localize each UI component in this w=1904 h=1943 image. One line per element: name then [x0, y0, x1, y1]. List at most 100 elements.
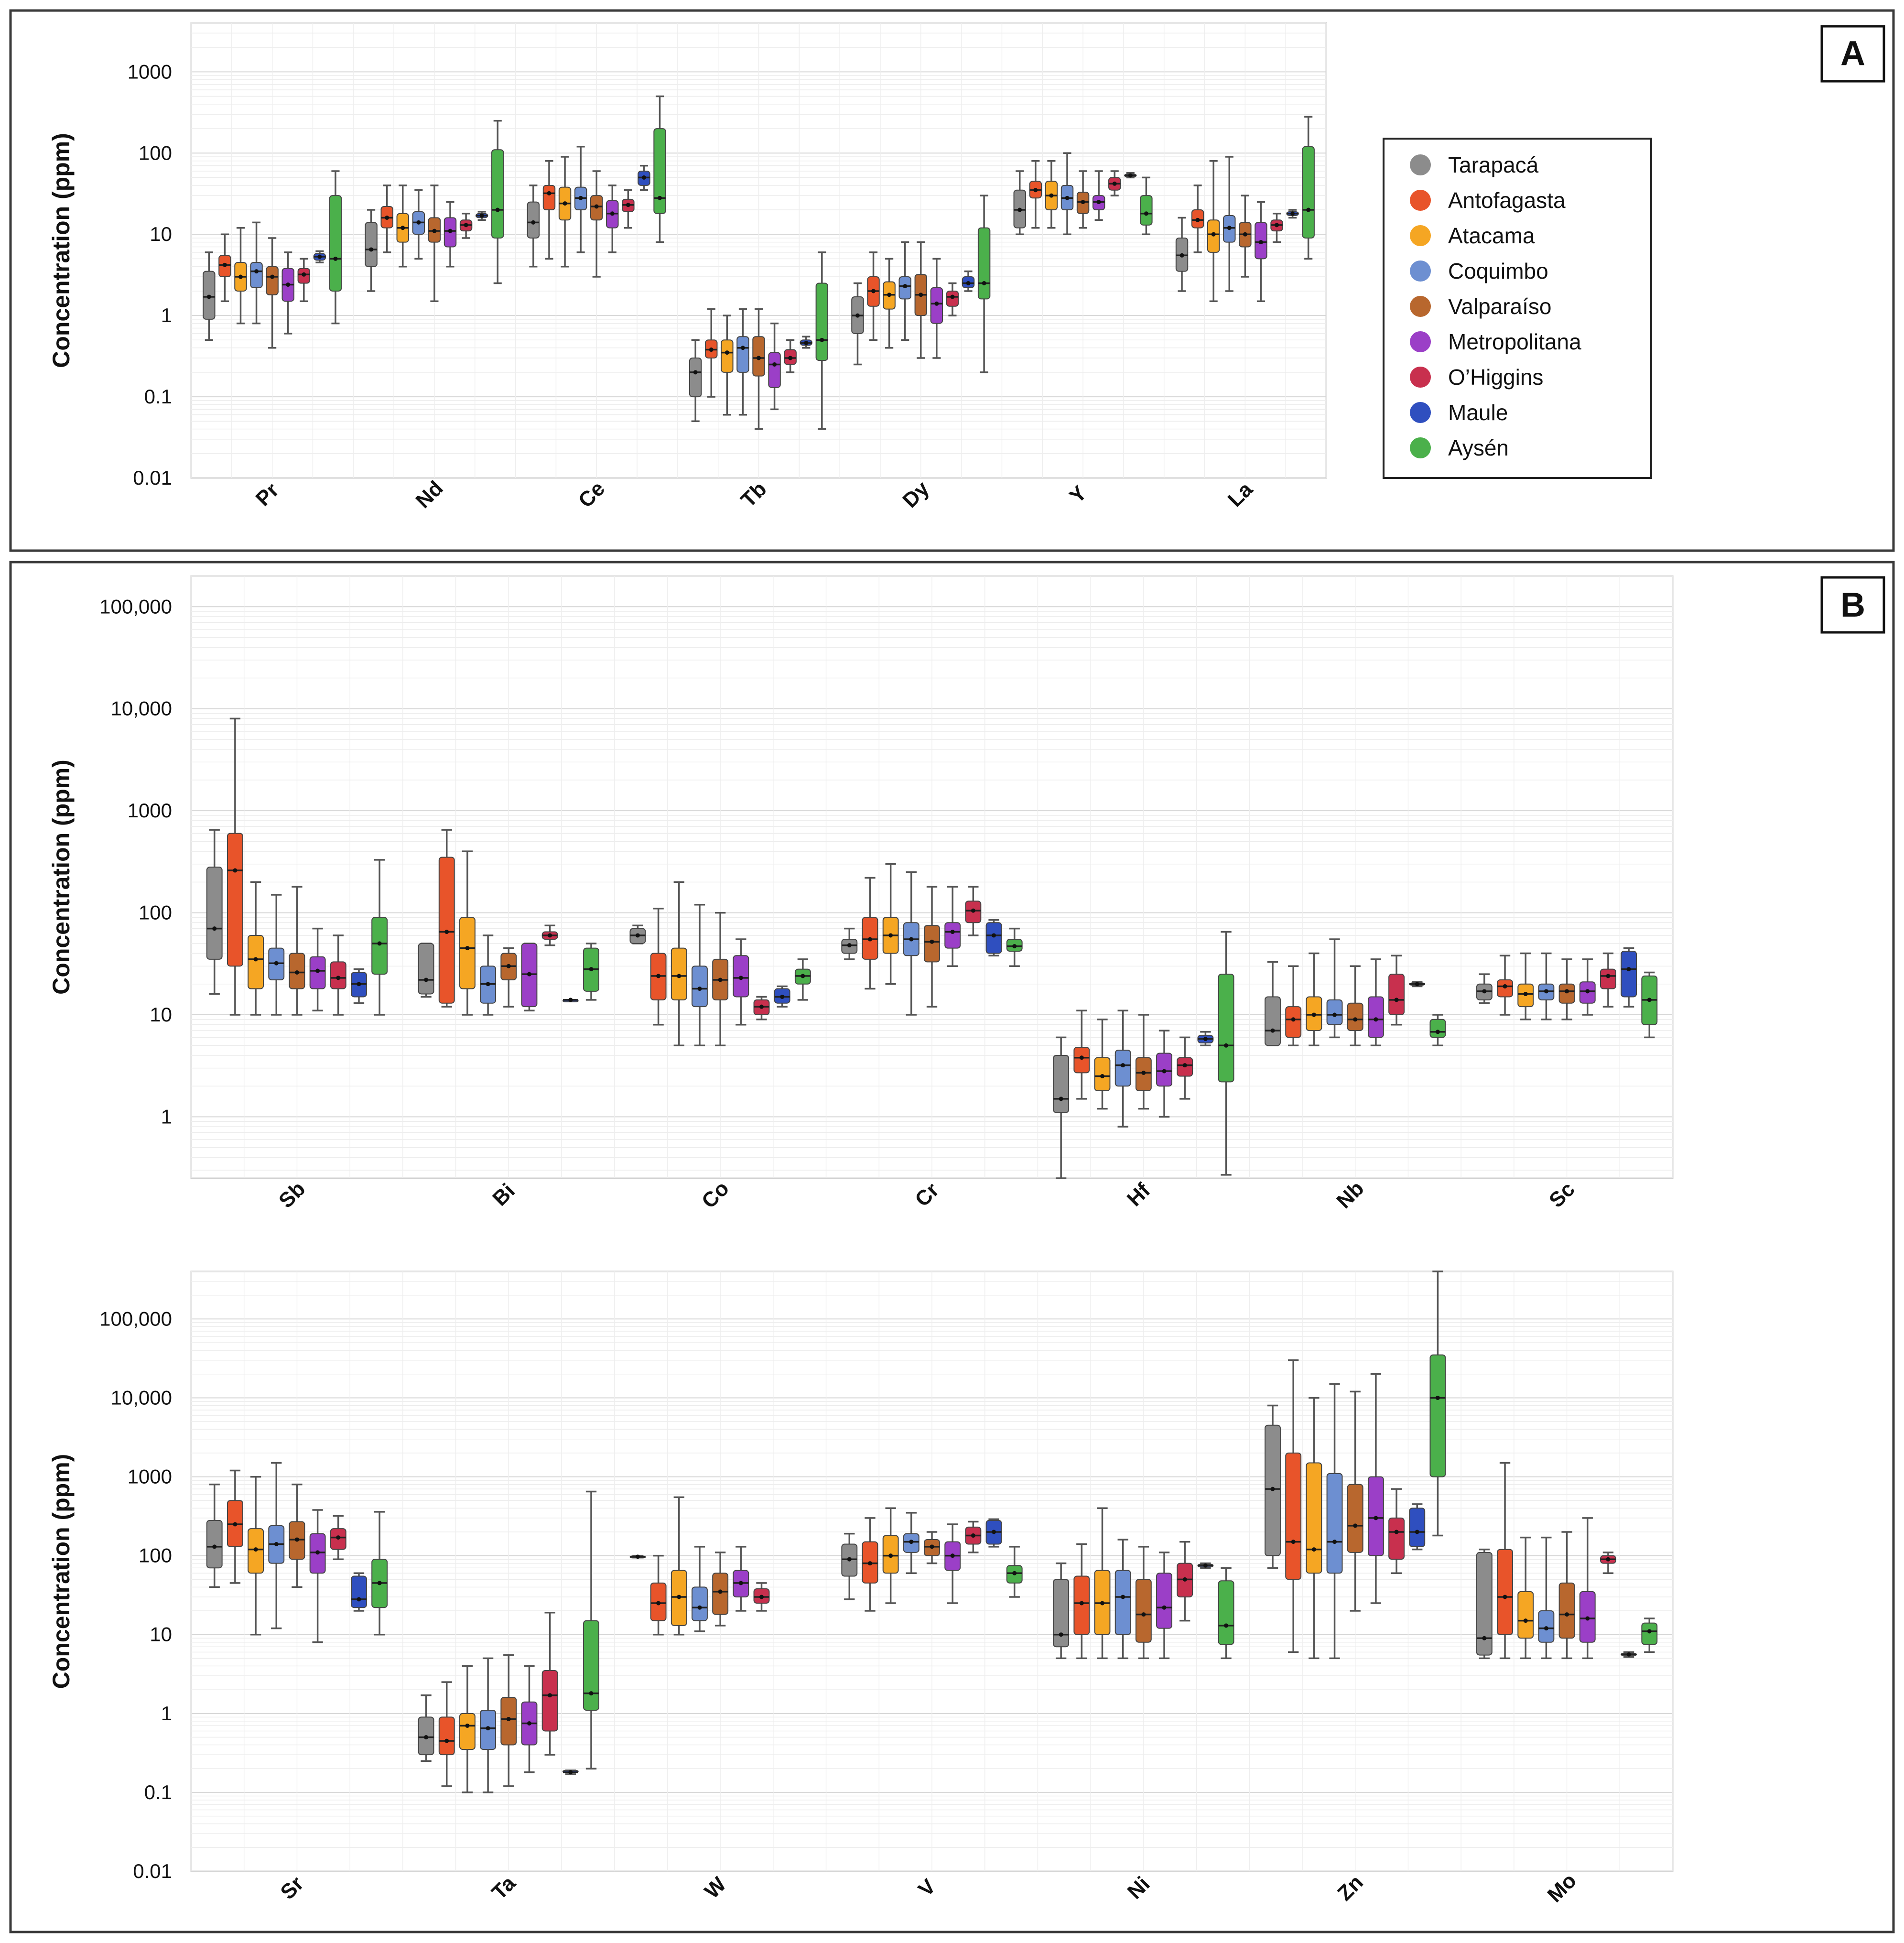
mean-marker	[589, 1691, 594, 1696]
box-iqr	[1388, 1517, 1405, 1560]
mean-marker	[992, 1530, 996, 1534]
mean-marker	[847, 943, 852, 948]
box-W-O’Higgins	[753, 1582, 770, 1612]
mean-marker	[1415, 982, 1419, 987]
mean-marker	[1012, 1571, 1017, 1575]
box-Tb-Coquimbo	[736, 308, 749, 416]
box-Ce-Antofagasta	[542, 160, 556, 260]
box-Hf-O’Higgins	[1177, 1036, 1193, 1100]
box-iqr	[206, 1520, 223, 1569]
mean-marker	[506, 1716, 511, 1721]
mean-marker	[1224, 1043, 1229, 1048]
box-iqr	[944, 922, 961, 949]
mean-marker	[1079, 1601, 1084, 1606]
panel-b-label-box	[1820, 576, 1885, 634]
box-Ta-Atacama	[459, 1665, 476, 1793]
mean-marker	[589, 967, 594, 972]
box-iqr	[721, 339, 734, 373]
mean-marker	[1017, 207, 1022, 212]
box-Ce-Coquimbo	[574, 146, 587, 253]
category-label: Ni	[1123, 1872, 1155, 1904]
box-Bi-Coquimbo	[480, 934, 497, 1016]
box-Y-Antofagasta	[1029, 160, 1042, 229]
box-Ta-Metropolitana	[521, 1665, 538, 1773]
box-Sb-Maule	[351, 968, 367, 1004]
mean-marker	[465, 1723, 470, 1728]
box-V-Coquimbo	[903, 1512, 920, 1574]
category-label: La	[1223, 478, 1257, 511]
mean-marker	[294, 1537, 299, 1542]
mean-marker	[1311, 1547, 1316, 1552]
box-Ni-Maule	[1197, 1562, 1214, 1569]
box-Hf-Maule	[1197, 1031, 1214, 1047]
box-Sr-O’Higgins	[330, 1515, 346, 1560]
box-Sr-Aysén	[371, 1511, 388, 1636]
mean-marker	[641, 175, 646, 180]
mean-marker	[506, 964, 511, 968]
panel-a-label: A	[1840, 34, 1865, 73]
mean-marker	[274, 961, 279, 966]
box-Nd-O’Higgins	[459, 213, 473, 239]
mean-marker	[1162, 1605, 1167, 1610]
box-Sb-Valparaíso	[289, 886, 305, 1016]
box-iqr	[1053, 1579, 1070, 1648]
mean-marker	[656, 974, 661, 978]
mean-marker	[424, 1735, 429, 1740]
box-Dy-Tarapacá	[851, 282, 864, 366]
box-Sc-Aysén	[1641, 971, 1658, 1039]
legend-label: Valparaíso	[1448, 294, 1552, 319]
category-label: Y	[1065, 481, 1091, 508]
box-Cr-Metropolitana	[944, 886, 961, 967]
box-iqr	[330, 961, 346, 989]
mean-marker	[222, 262, 227, 267]
box-Mo-Aysén	[1641, 1617, 1658, 1653]
box-Sb-O’Higgins	[330, 934, 346, 1016]
box-iqr	[985, 922, 1002, 954]
y-tick-label: 1	[161, 1702, 172, 1725]
box-Tb-Antofagasta	[705, 308, 718, 398]
box-iqr	[1326, 999, 1343, 1025]
box-Zn-Maule	[1409, 1503, 1426, 1551]
mean-marker	[333, 256, 338, 261]
mean-marker	[464, 223, 468, 228]
box-Dy-Antofagasta	[867, 251, 880, 341]
mean-marker	[315, 1550, 320, 1555]
y-tick-label: 100	[139, 901, 172, 924]
mean-marker	[294, 970, 299, 975]
mean-marker	[357, 982, 361, 987]
box-Bi-Atacama	[459, 850, 476, 1016]
mean-marker	[1353, 1523, 1358, 1528]
box-Mo-Valparaíso	[1558, 1531, 1575, 1660]
box-La-Antofagasta	[1191, 185, 1204, 253]
box-iqr	[1302, 146, 1315, 239]
mean-marker	[1503, 1595, 1507, 1599]
box-Co-Antofagasta	[650, 908, 667, 1026]
box-Hf-Antofagasta	[1073, 1009, 1090, 1100]
box-iqr	[977, 227, 991, 300]
mean-marker	[1503, 984, 1507, 989]
box-Y-Metropolitana	[1092, 170, 1105, 221]
category-label: Sb	[274, 1177, 310, 1213]
mean-marker	[465, 946, 470, 951]
mean-marker	[1374, 1516, 1378, 1520]
mean-marker	[982, 281, 986, 286]
mean-marker	[1179, 253, 1184, 258]
box-Sc-Metropolitana	[1579, 958, 1596, 1016]
box-iqr	[1285, 1452, 1302, 1580]
mean-marker	[400, 226, 405, 230]
box-Mo-Atacama	[1517, 1536, 1534, 1660]
box-Zn-Aysén	[1429, 1270, 1446, 1537]
mean-marker	[788, 356, 793, 360]
mean-marker	[233, 868, 238, 873]
box-iqr	[692, 1586, 708, 1621]
box-Co-Metropolitana	[733, 938, 749, 1026]
box-La-Valparaíso	[1239, 195, 1252, 278]
mean-marker	[568, 1770, 573, 1775]
legend-marker	[1410, 437, 1431, 458]
mean-marker	[548, 1693, 552, 1698]
mean-marker	[1203, 1563, 1208, 1568]
box-Tb-Tarapacá	[689, 339, 702, 422]
mean-marker	[495, 207, 500, 212]
mean-marker	[206, 294, 211, 299]
box-Zn-Coquimbo	[1326, 1383, 1343, 1660]
